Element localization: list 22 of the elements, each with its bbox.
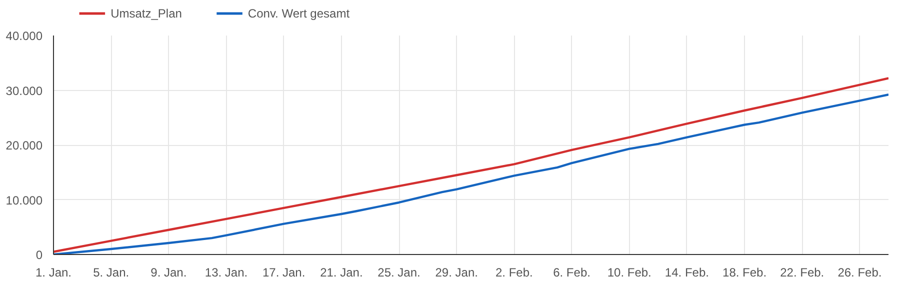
x-tick-label: 5. Jan. [93,266,130,280]
x-tick-label: 22. Feb. [780,266,824,280]
x-tick-label: 18. Feb. [722,266,767,280]
x-tick-label: 17. Jan. [262,266,306,280]
legend-label: Umsatz_Plan [110,6,182,20]
y-tick-label: 20.000 [6,138,43,152]
x-tick-label: 29. Jan. [435,266,478,280]
x-tick-label: 10. Feb. [607,266,652,280]
x-tick-label: 25. Jan. [378,266,420,280]
x-tick-label: 2. Feb. [496,266,533,280]
legend-label: Conv. Wert gesamt [248,6,350,20]
y-tick-label: 30.000 [6,84,43,98]
x-tick-label: 9. Jan. [150,266,187,280]
y-tick-label: 10.000 [6,193,43,208]
x-tick-label: 1. Jan. [35,266,72,280]
x-tick-label: 14. Feb. [664,266,709,280]
x-tick-label: 21. Jan. [320,266,363,280]
y-tick-label: 0 [36,248,43,262]
x-tick-label: 13. Jan. [204,266,248,280]
x-tick-label: 26. Feb. [838,266,882,280]
x-tick-label: 6. Feb. [553,266,590,280]
y-tick-label: 40.000 [6,29,43,43]
